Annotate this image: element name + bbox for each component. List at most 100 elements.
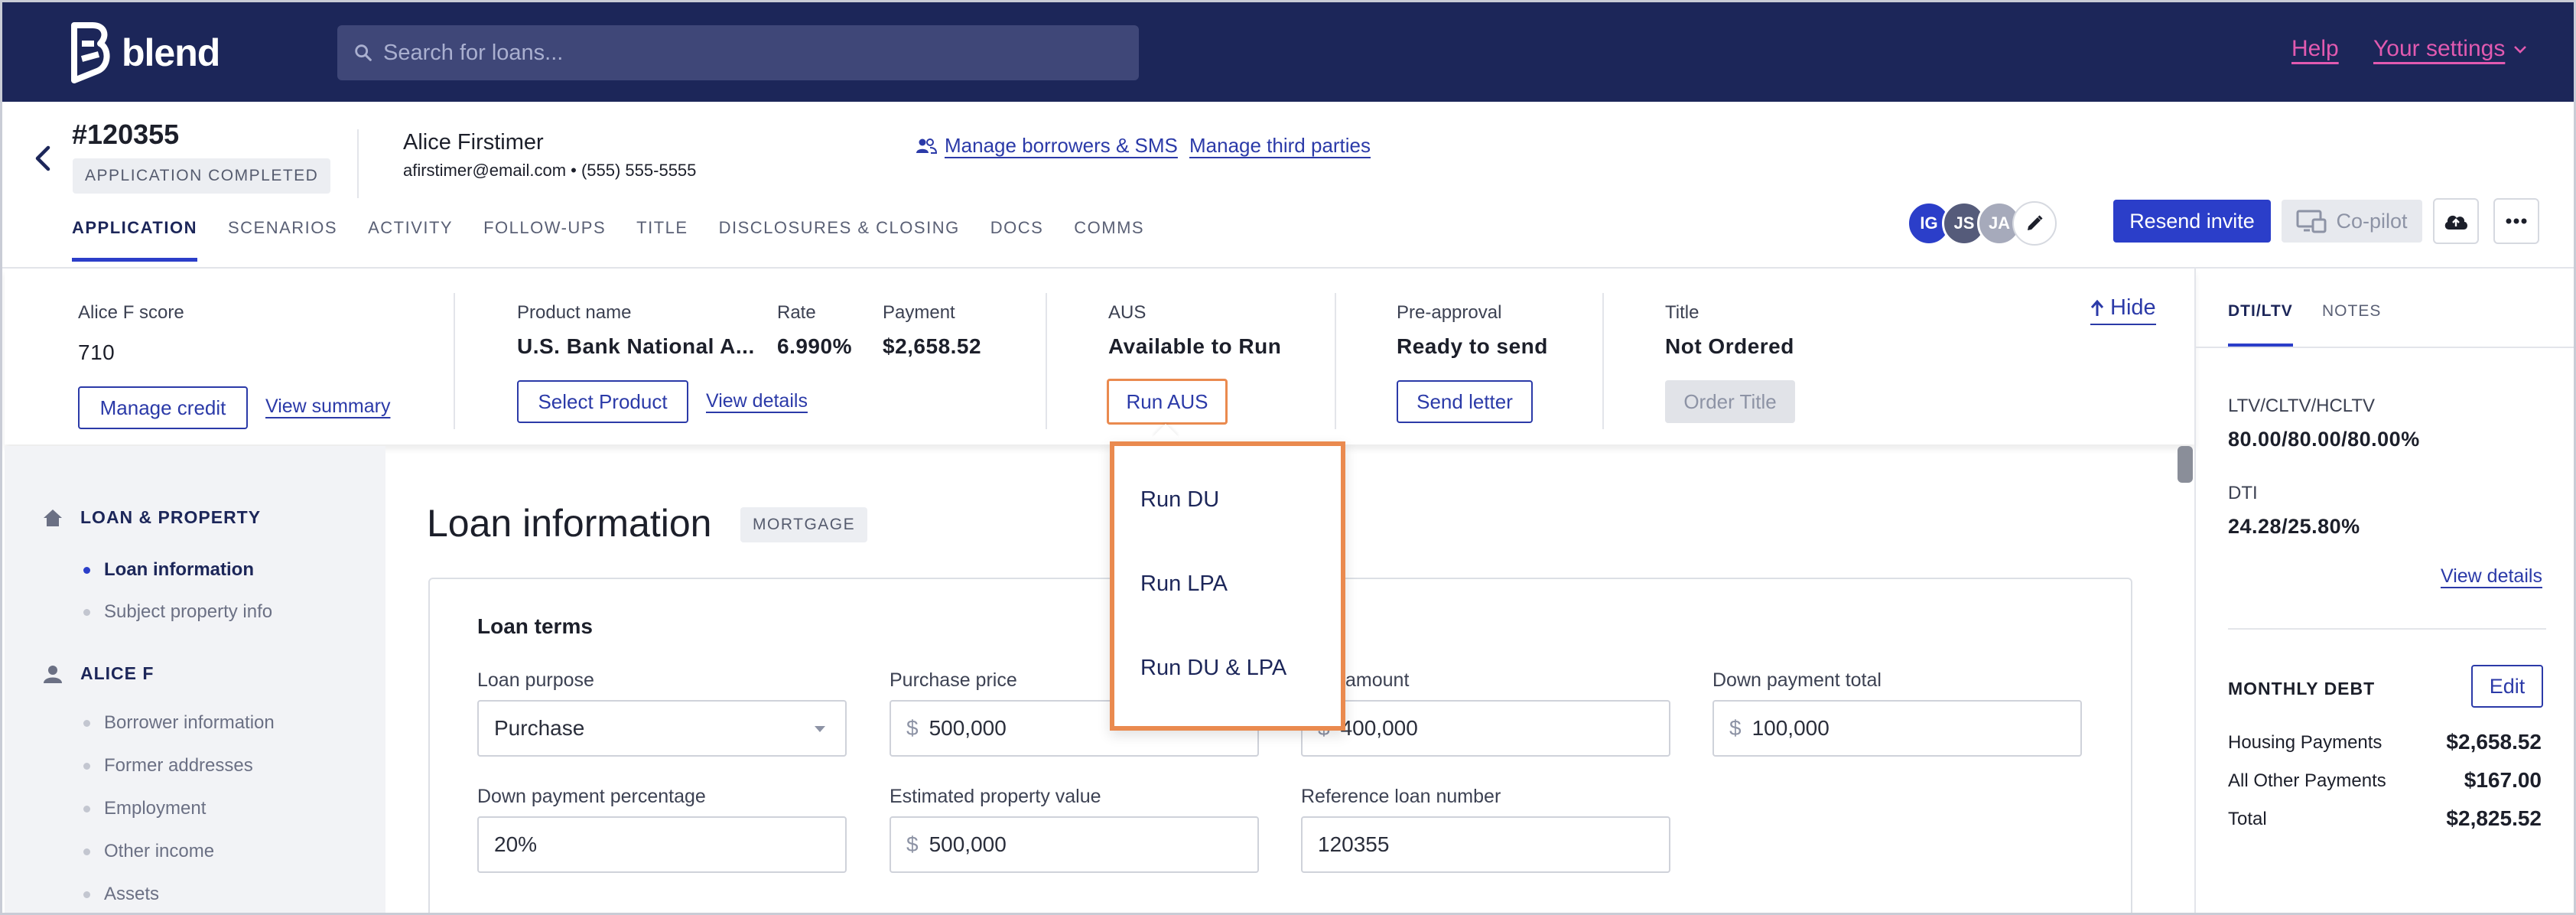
select-product-button[interactable]: Select Product	[517, 380, 688, 423]
more-icon	[2506, 218, 2527, 224]
reference-loan-number-label: Reference loan number	[1301, 786, 1501, 807]
manage-third-parties-link[interactable]: Manage third parties	[1189, 134, 1371, 157]
manage-borrowers-label: Manage borrowers & SMS	[945, 134, 1178, 157]
resend-invite-button[interactable]: Resend invite	[2113, 200, 2271, 243]
tab-notes[interactable]: NOTES	[2322, 302, 2382, 320]
loan-purpose-select[interactable]: Purchase	[477, 700, 847, 757]
dti-value: 24.28/25.80%	[2228, 515, 2360, 538]
menu-item-run-du-lpa[interactable]: Run DU & LPA	[1140, 656, 1287, 680]
loan-search[interactable]	[337, 25, 1139, 80]
tab-scenarios[interactable]: SCENARIOS	[227, 218, 338, 237]
search-input[interactable]	[383, 40, 1117, 66]
nav-item-label: Loan information	[104, 559, 254, 580]
edit-team-button[interactable]	[2012, 201, 2057, 246]
down-payment-total-value: 100,000	[1751, 716, 1830, 740]
nav-section-alice-f[interactable]: ALICE F	[42, 663, 154, 684]
credit-score-value: 710	[78, 340, 115, 364]
view-dti-details-link[interactable]: View details	[2441, 565, 2542, 587]
ltv-label: LTV/CLTV/HCLTV	[2228, 396, 2376, 416]
rate-label: Rate	[777, 302, 816, 323]
right-tabs-separator	[2196, 347, 2574, 348]
blend-logo[interactable]: blend	[71, 22, 220, 83]
tab-disclosures-closing[interactable]: DISCLOSURES & CLOSING	[718, 218, 960, 237]
settings-menu[interactable]: Your settings	[2373, 36, 2528, 62]
hide-summary-link[interactable]: Hide	[2090, 295, 2156, 325]
summary-divider	[1335, 293, 1336, 429]
cloud-upload-button[interactable]	[2433, 198, 2479, 244]
run-aus-button[interactable]: Run AUS	[1107, 379, 1228, 425]
credit-score-label: Alice F score	[78, 302, 184, 323]
nav-section-loan-property[interactable]: LOAN & PROPERTY	[42, 507, 261, 528]
edit-debt-button[interactable]: Edit	[2471, 665, 2543, 708]
nav-section-title: ALICE F	[80, 663, 154, 683]
tab-title[interactable]: TITLE	[636, 218, 688, 237]
reference-loan-number-value: 120355	[1318, 832, 1390, 856]
copilot-button[interactable]: Co-pilot	[2282, 200, 2422, 243]
back-arrow-icon[interactable]	[30, 143, 57, 174]
loan-amount-input[interactable]: $ 400,000	[1301, 700, 1670, 757]
manage-borrowers-link[interactable]: Manage borrowers & SMS	[916, 134, 1178, 158]
scrollbar-thumb[interactable]	[2178, 446, 2193, 483]
currency-prefix: $	[906, 832, 919, 856]
loan-purpose-value: Purchase	[494, 716, 585, 740]
tab-follow-ups[interactable]: FOLLOW-UPS	[483, 218, 607, 237]
nav-item-borrower-information[interactable]: Borrower information	[83, 712, 275, 734]
view-summary-link[interactable]: View summary	[265, 396, 391, 417]
team-avatars: IG JS JA	[1907, 201, 2057, 246]
nav-item-other-income[interactable]: Other income	[83, 841, 214, 862]
top-bar: blend Help Your settings	[2, 2, 2574, 102]
reference-loan-number-input[interactable]: 120355	[1301, 816, 1670, 873]
down-payment-total-label: Down payment total	[1712, 669, 1882, 691]
menu-item-run-du[interactable]: Run DU	[1140, 487, 1220, 512]
settings-label: Your settings	[2373, 36, 2506, 61]
tab-comms[interactable]: COMMS	[1074, 218, 1145, 237]
nav-section-title: LOAN & PROPERTY	[80, 507, 262, 527]
help-link[interactable]: Help	[2291, 36, 2339, 61]
manage-credit-button[interactable]: Manage credit	[78, 386, 248, 429]
chevron-down-icon	[2514, 46, 2527, 54]
down-payment-percentage-input[interactable]: 20%	[477, 816, 847, 873]
nav-item-subject-property[interactable]: Subject property info	[83, 601, 272, 623]
nav-item-label: Employment	[104, 798, 207, 819]
borrower-contact: afirstimer@email.com • (555) 555-5555	[403, 161, 697, 180]
hide-label: Hide	[2110, 295, 2156, 320]
nav-item-employment[interactable]: Employment	[83, 798, 206, 819]
monthly-debt-heading: MONTHLY DEBT	[2228, 679, 2376, 698]
header-divider	[357, 129, 359, 198]
card-title: Loan terms	[477, 614, 593, 638]
more-options-button[interactable]	[2493, 198, 2539, 244]
order-title-button[interactable]: Order Title	[1665, 380, 1795, 423]
estimated-property-value-value: 500,000	[929, 832, 1007, 856]
ltv-value: 80.00/80.00/80.00%	[2228, 428, 2420, 451]
product-name-value: U.S. Bank National A...	[517, 334, 755, 358]
tab-dti-ltv[interactable]: DTI/LTV	[2228, 302, 2293, 347]
down-payment-total-input[interactable]: $ 100,000	[1712, 700, 2082, 757]
nav-dot	[83, 891, 90, 898]
tab-application[interactable]: APPLICATION	[72, 218, 197, 262]
menu-item-run-lpa[interactable]: Run LPA	[1140, 571, 1228, 596]
loan-id: #120355	[72, 119, 180, 150]
loan-summary-bar	[5, 269, 2195, 444]
summary-divider	[454, 293, 455, 429]
other-payments-value: $167.00	[2464, 768, 2542, 792]
tab-activity[interactable]: ACTIVITY	[368, 218, 454, 237]
nav-item-former-addresses[interactable]: Former addresses	[83, 755, 253, 777]
nav-dot	[83, 719, 90, 727]
nav-item-loan-information[interactable]: Loan information	[83, 559, 254, 581]
borrower-name: Alice Firstimer	[403, 130, 544, 155]
nav-item-assets[interactable]: Assets	[83, 884, 159, 905]
tab-docs[interactable]: DOCS	[990, 218, 1044, 237]
purchase-price-label: Purchase price	[890, 669, 1017, 691]
dti-label: DTI	[2228, 483, 2258, 503]
view-product-details-link[interactable]: View details	[706, 390, 808, 412]
loan-amount-value: 400,000	[1340, 716, 1418, 740]
search-icon	[355, 44, 372, 61]
run-aus-menu: Run DU Run LPA Run DU & LPA	[1110, 441, 1345, 731]
pre-approval-value: Ready to send	[1397, 334, 1548, 358]
send-letter-button[interactable]: Send letter	[1397, 380, 1533, 423]
estimated-property-value-input[interactable]: $ 500,000	[890, 816, 1259, 873]
nav-dot	[83, 805, 90, 812]
arrow-up-icon	[2090, 299, 2104, 316]
pencil-icon	[2028, 215, 2043, 230]
